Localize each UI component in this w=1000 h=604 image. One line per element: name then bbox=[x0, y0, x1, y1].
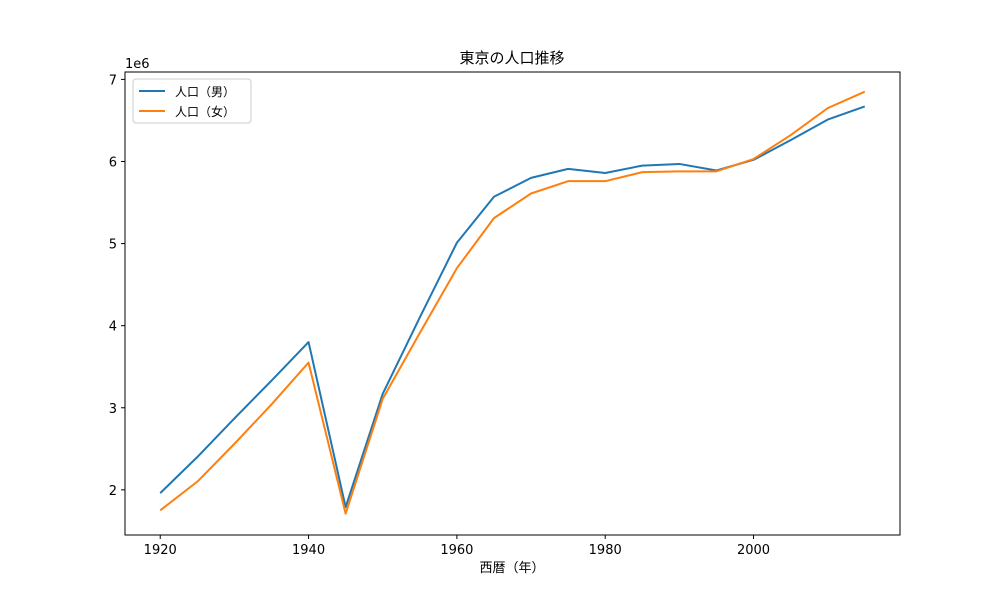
x-axis-label: 西暦（年） bbox=[479, 561, 544, 576]
plot-frame bbox=[124, 71, 901, 536]
x-tick-label: 2000 bbox=[737, 543, 770, 558]
y-axis-offset-label: 1e6 bbox=[125, 57, 150, 72]
axes-layer: 1920 1940 1960 1980 2000 2 3 4 5 6 7 bbox=[109, 71, 901, 558]
legend: 人口（男） 人口（女） bbox=[132, 78, 252, 124]
y-tick-label: 3 bbox=[109, 402, 117, 417]
series-line-2 bbox=[159, 90, 866, 515]
legend-label: 人口（女） bbox=[175, 104, 235, 119]
series-layer bbox=[159, 90, 866, 515]
x-tick-label: 1920 bbox=[144, 543, 177, 558]
x-tick-label: 1980 bbox=[589, 543, 622, 558]
x-tick-label: 1960 bbox=[440, 543, 473, 558]
x-tick-label: 1940 bbox=[292, 543, 325, 558]
y-tick-label: 6 bbox=[109, 155, 117, 170]
y-tick-label: 5 bbox=[109, 238, 117, 253]
y-tick-label: 2 bbox=[109, 484, 117, 499]
y-tick-label: 7 bbox=[109, 73, 117, 88]
series-line-1 bbox=[159, 105, 866, 509]
legend-label: 人口（男） bbox=[175, 85, 235, 99]
y-tick-label: 4 bbox=[109, 320, 117, 335]
chart-title: 東京の人口推移 bbox=[459, 49, 564, 67]
